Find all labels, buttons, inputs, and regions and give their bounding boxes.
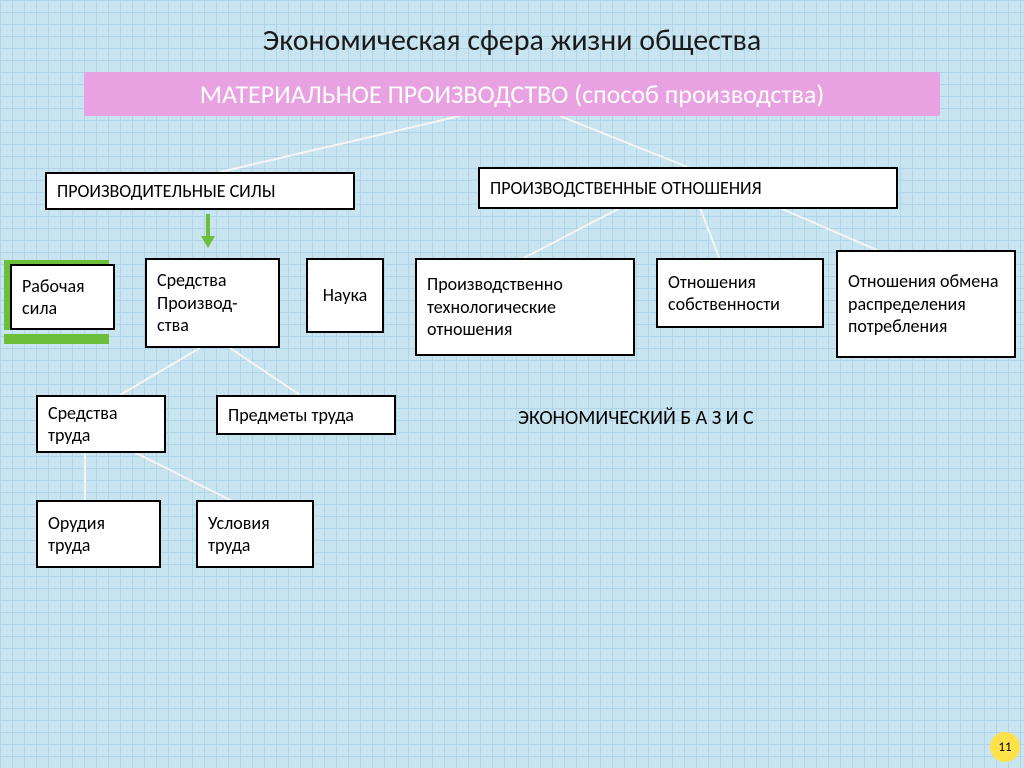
- pink-header-text: МАТЕРИАЛЬНОЕ ПРОИЗВОДСТВО (способ произв…: [200, 78, 825, 110]
- box-exchange-relations-text: Отношения обмена распределения потреблен…: [848, 270, 1004, 338]
- box-tech-relations: Производственно технологические отношени…: [415, 258, 635, 356]
- pink-header-box: МАТЕРИАЛЬНОЕ ПРОИЗВОДСТВО (способ произв…: [84, 72, 940, 116]
- page-number: 11: [998, 740, 1011, 755]
- box-exchange-relations: Отношения обмена распределения потреблен…: [836, 250, 1016, 358]
- box-tools-labor-text: Орудия труда: [48, 512, 149, 557]
- box-productive-forces-text: ПРОИЗВОДИТЕЛЬНЫЕ СИЛЫ: [57, 180, 275, 203]
- green-arrow-stem: [206, 214, 210, 236]
- slide-title: Экономическая сфера жизни общества: [0, 22, 1024, 59]
- box-production-relations: ПРОИЗВОДСТВЕННЫЕ ОТНОШЕНИЯ: [478, 167, 898, 209]
- box-labor-force: Рабочая сила: [10, 264, 115, 330]
- page-number-badge: 11: [990, 732, 1020, 762]
- box-conditions-labor: Условия труда: [196, 500, 314, 568]
- box-ownership-relations: Отношения собственности: [656, 258, 824, 328]
- box-means-labor-text: Средства труда: [48, 402, 154, 447]
- box-means-production: Средства Производ-ства: [145, 258, 280, 348]
- box-production-relations-text: ПРОИЗВОДСТВЕННЫЕ ОТНОШЕНИЯ: [490, 177, 762, 200]
- box-productive-forces: ПРОИЗВОДИТЕЛЬНЫЕ СИЛЫ: [45, 172, 355, 210]
- box-means-labor: Средства труда: [36, 395, 166, 453]
- box-objects-labor: Предметы труда: [216, 395, 396, 435]
- box-conditions-labor-text: Условия труда: [208, 512, 302, 557]
- box-objects-labor-text: Предметы труда: [228, 404, 354, 427]
- box-ownership-relations-text: Отношения собственности: [668, 271, 812, 316]
- box-science: Наука: [306, 258, 384, 333]
- box-labor-force-text: Рабочая сила: [22, 275, 103, 320]
- economic-basis-text: ЭКОНОМИЧЕСКИЙ Б А З И С: [518, 406, 754, 430]
- green-arrow-head: [201, 236, 215, 248]
- box-means-production-text: Средства Производ-ства: [157, 269, 268, 337]
- green-shadow-2: [4, 334, 109, 344]
- box-tools-labor: Орудия труда: [36, 500, 161, 568]
- box-tech-relations-text: Производственно технологические отношени…: [427, 273, 623, 341]
- box-science-text: Наука: [323, 284, 368, 307]
